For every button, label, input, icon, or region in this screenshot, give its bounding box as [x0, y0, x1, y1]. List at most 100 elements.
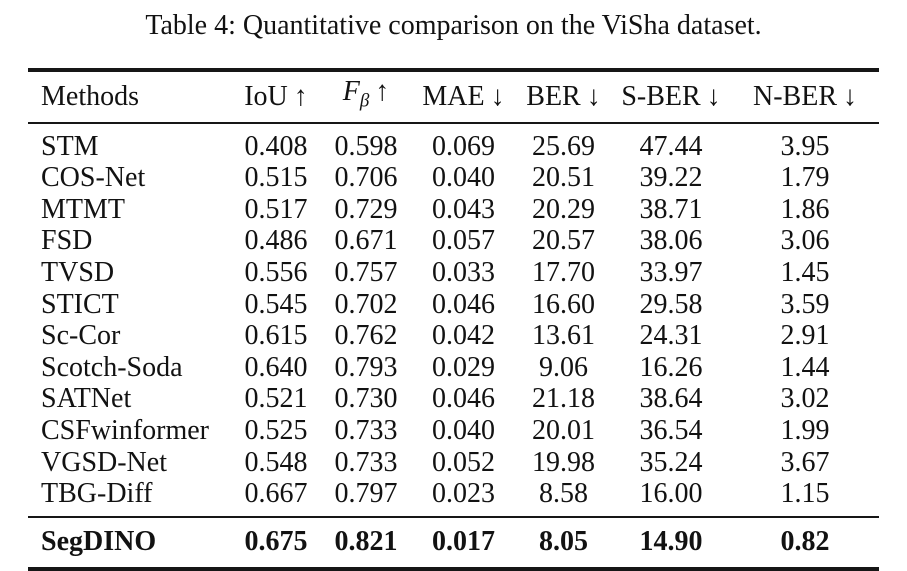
column-header-f-: Fβ ↑: [321, 70, 411, 124]
metric-value: 0.671: [334, 225, 398, 257]
metric-value: 0.046: [432, 383, 495, 415]
metric-value: 0.797: [334, 478, 398, 510]
method-name: Sc-Cor: [41, 320, 121, 352]
column-header-iou: IoU ↑: [231, 70, 321, 124]
metric-value: 0.548: [244, 446, 308, 478]
table-row: FSD 0.486 0.671 0.057 20.57 38.06 3.06: [28, 225, 879, 257]
metric-value: 0.521: [244, 383, 308, 415]
metric-value: 0.029: [432, 351, 495, 383]
metric-value: 1.79: [780, 162, 830, 194]
column-header-mae: MAE ↓: [411, 70, 516, 124]
metric-value: 0.615: [244, 320, 308, 352]
down-arrow-icon: ↓: [490, 80, 505, 112]
metric-value: 3.67: [780, 446, 830, 478]
metric-value: 0.821: [321, 515, 411, 569]
method-name: MTMT: [41, 193, 125, 225]
metric-value: 0.525: [244, 414, 308, 446]
column-header-label: MAE: [422, 80, 485, 112]
table-row: MTMT 0.517 0.729 0.043 20.29 38.71 1.86: [28, 194, 879, 226]
table-caption: Table 4: Quantitative comparison on the …: [0, 9, 907, 43]
metric-value: 25.69: [532, 130, 595, 162]
metric-value: 20.51: [532, 162, 595, 194]
metric-value: 0.667: [244, 478, 308, 510]
metric-value: 0.730: [334, 383, 398, 415]
method-name: TBG-Diff: [41, 478, 153, 510]
metric-value: 3.06: [780, 225, 830, 257]
metric-value: 3.59: [780, 288, 830, 320]
method-name: Scotch-Soda: [41, 351, 183, 383]
metric-value: 20.01: [532, 414, 595, 446]
metric-value: 0.042: [432, 320, 495, 352]
metric-value: 14.90: [611, 515, 731, 569]
metric-value: 0.598: [334, 130, 398, 162]
table-row: TVSD 0.556 0.757 0.033 17.70 33.97 1.45: [28, 257, 879, 289]
method-name: STM: [41, 130, 99, 162]
metric-value: 24.31: [639, 320, 703, 352]
metric-value: 0.733: [334, 414, 398, 446]
metric-value: 0.729: [334, 193, 398, 225]
metric-value: 0.702: [334, 288, 398, 320]
metric-value: 0.757: [334, 256, 398, 288]
metric-value: 16.00: [639, 478, 703, 510]
column-header-n-ber: N-BER ↓: [731, 70, 879, 124]
metric-value: 0.556: [244, 256, 308, 288]
metric-value: 19.98: [532, 446, 595, 478]
metric-value: 0.486: [244, 225, 308, 257]
metric-value: 1.44: [780, 351, 830, 383]
table-row: TBG-Diff 0.667 0.797 0.023 8.58 16.00 1.15: [28, 478, 879, 517]
table-row: STICT 0.545 0.702 0.046 16.60 29.58 3.59: [28, 289, 879, 321]
metric-value: 2.91: [780, 320, 830, 352]
down-arrow-icon: ↓: [843, 80, 857, 112]
metric-value: 20.57: [532, 225, 595, 257]
method-name: FSD: [41, 225, 93, 257]
table-body: STM 0.408 0.598 0.069 25.69 47.44 3.95 COS-Net 0…: [28, 123, 879, 517]
column-header-label: S-BER: [621, 80, 701, 112]
metric-value: 21.18: [532, 383, 595, 415]
method-name: COS-Net: [41, 162, 146, 194]
method-name: SegDINO: [28, 515, 231, 569]
table-caption-text: Table 4: Quantitative comparison on the …: [145, 10, 762, 41]
metric-value: 3.95: [780, 130, 830, 162]
method-name: STICT: [41, 288, 119, 320]
metric-value: 0.052: [432, 446, 495, 478]
column-header-label: IoU: [244, 80, 288, 112]
method-name: CSFwinformer: [41, 414, 209, 446]
metric-value: 38.64: [639, 383, 703, 415]
metric-value: 13.61: [532, 320, 595, 352]
table-header: Methods IoU ↑ Fβ ↑ MAE ↓ BER ↓ S-BER ↓ N-BER ↓: [28, 70, 879, 124]
metric-value: 38.06: [639, 225, 703, 257]
metric-value: 33.97: [639, 256, 703, 288]
paper-table-figure: Table 4: Quantitative comparison on the …: [0, 9, 907, 571]
metric-value: 0.040: [432, 162, 495, 194]
table-row: VGSD-Net 0.548 0.733 0.052 19.98 35.24 3.67: [28, 447, 879, 479]
metric-value: 0.515: [244, 162, 308, 194]
down-arrow-icon: ↓: [586, 80, 601, 112]
column-header-ber: BER ↓: [516, 70, 611, 124]
header-row: Methods IoU ↑ Fβ ↑ MAE ↓ BER ↓ S-BER ↓ N-BER ↓: [28, 70, 879, 124]
column-header-label: N-BER: [753, 80, 837, 112]
table-row: CSFwinformer 0.525 0.733 0.040 20.01 36.54 1.9…: [28, 415, 879, 447]
metric-value: 0.408: [244, 130, 308, 162]
metric-value: 0.545: [244, 288, 308, 320]
metric-value: 0.043: [432, 193, 495, 225]
metric-value: 0.017: [411, 515, 516, 569]
metric-value: 36.54: [639, 414, 703, 446]
method-name: VGSD-Net: [41, 446, 167, 478]
metric-value: 1.86: [780, 193, 830, 225]
column-header-s-ber: S-BER ↓: [611, 70, 731, 124]
metric-value: 0.793: [334, 351, 398, 383]
metric-value: 3.02: [780, 383, 830, 415]
metric-value: 16.26: [639, 351, 703, 383]
table-row: Sc-Cor 0.615 0.762 0.042 13.61 24.31 2.91: [28, 320, 879, 352]
metric-value: 0.069: [432, 130, 495, 162]
metric-value: 1.45: [780, 256, 830, 288]
metric-value: 0.762: [334, 320, 398, 352]
metric-value: 8.58: [539, 478, 588, 510]
column-header-label: Methods: [41, 80, 139, 112]
up-arrow-icon: ↑: [375, 76, 390, 107]
metric-value: 38.71: [639, 193, 703, 225]
metric-value: 0.057: [432, 225, 495, 257]
metric-value: 0.675: [231, 515, 321, 569]
down-arrow-icon: ↓: [706, 80, 721, 112]
column-header-label: F: [342, 76, 360, 107]
